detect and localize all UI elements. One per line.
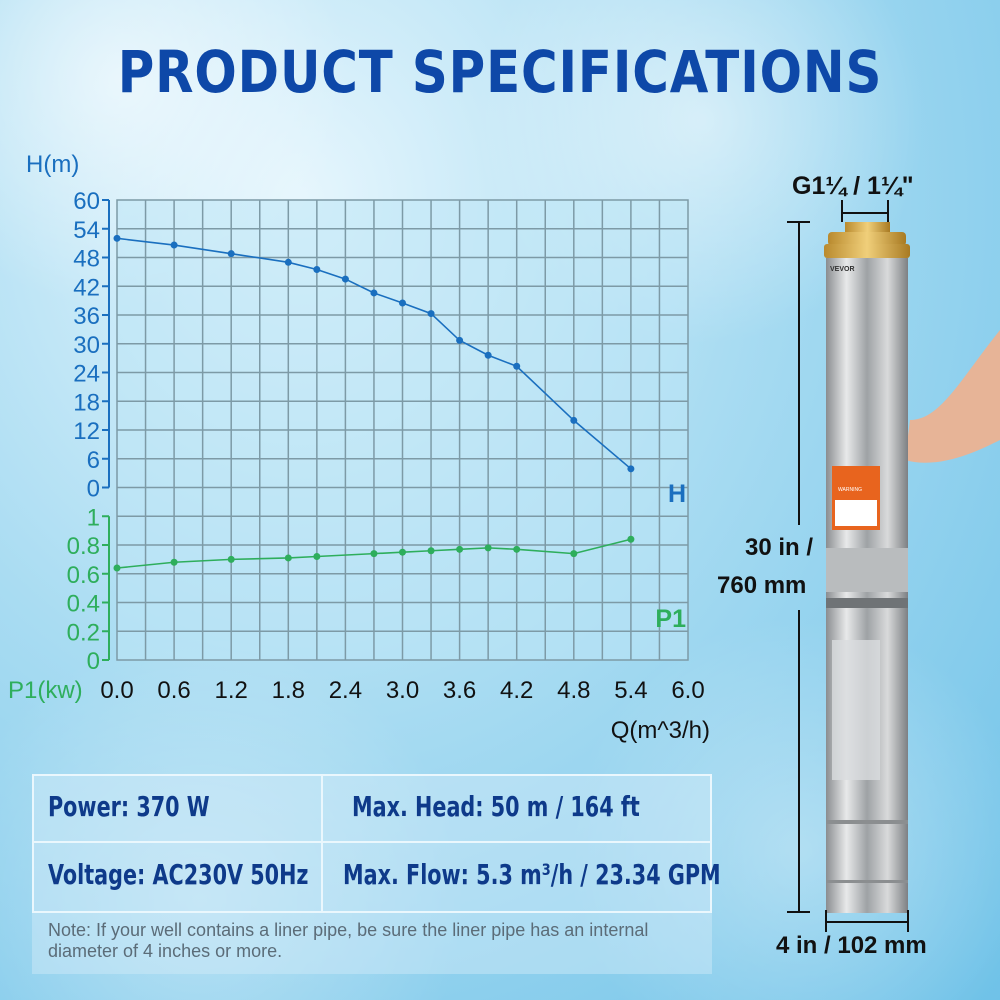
y-tick-label: 0.4 [67,591,100,618]
h-axis-title: H(m) [26,151,79,178]
data-point-H [370,289,378,297]
spec-power: Power: 370 W [48,790,210,823]
series-line-H [116,237,632,470]
data-point-H [341,275,349,283]
length-in-label: 30 in / [745,534,814,561]
length-mm-label: 760 mm [717,572,807,599]
spec-voltage: Voltage: AC230V 50Hz [48,858,309,891]
x-tick-label: 5.4 [614,677,647,704]
data-point-H [313,265,321,273]
spec-max-head: Max. Head: 50 m / 164 ft [352,790,640,823]
y-tick-label: 6 [87,447,100,474]
data-point-H [113,234,121,242]
y-tick-label: 1 [87,504,100,531]
data-point-H [627,465,635,473]
y-tick-label: 0.8 [67,533,100,560]
data-point-H [399,299,406,307]
data-point-P1 [427,547,435,555]
page-title: PRODUCT SPECIFICATIONS [117,38,883,106]
legend-h: H [668,480,686,508]
outlet-size-label: G1¼ / 1¼" [792,172,914,200]
x-tick-label: 0.6 [157,677,190,704]
data-point-P1 [627,535,635,543]
data-point-P1 [513,545,521,553]
data-point-H [284,258,292,266]
y-tick-label: 42 [73,274,100,301]
y-tick-label: 0 [87,648,100,675]
spec-table: Power: 370 W Max. Head: 50 m / 164 ft Vo… [32,774,721,974]
x-tick-label: 1.2 [215,677,248,704]
x-tick-label: 2.4 [329,677,362,704]
x-tick-label: 0.0 [100,677,133,704]
data-point-H [570,416,578,424]
y-tick-label: 0.6 [67,562,100,589]
y-tick-label: 48 [73,246,100,273]
p1-axis-title: P1(kw) [8,677,83,704]
warning-label: WARNING [838,487,862,493]
data-point-H [170,241,178,249]
data-point-H [484,351,492,359]
x-tick-label: 3.0 [386,677,419,704]
data-point-P1 [456,545,464,553]
x-axis-title: Q(m^3/h) [611,717,710,744]
y-tick-label: 12 [73,418,100,445]
y-tick-label: 0.2 [67,619,100,646]
data-point-P1 [227,555,235,563]
diameter-label: 4 in / 102 mm [776,932,927,959]
y-tick-label: 30 [73,332,100,359]
data-point-P1 [313,553,321,560]
data-point-P1 [370,550,378,558]
data-point-H [227,250,235,258]
legend-p1: P1 [655,605,686,633]
data-point-H [456,336,464,344]
x-tick-label: 1.8 [272,677,305,704]
data-point-P1 [399,548,406,556]
data-point-P1 [170,558,178,566]
y-tick-label: 0 [87,476,100,503]
data-point-P1 [113,564,121,572]
x-tick-label: 3.6 [443,677,476,704]
data-point-P1 [484,544,492,552]
data-point-H [427,310,435,318]
y-tick-label: 54 [73,217,100,244]
y-tick-label: 36 [73,303,100,330]
data-point-H [513,362,521,370]
data-point-P1 [284,554,292,562]
x-tick-label: 6.0 [671,677,704,704]
y-tick-label: 24 [73,361,100,388]
y-tick-label: 18 [73,389,100,416]
spec-max-flow: Max. Flow: 5.3 m³/h / 23.34 GPM [343,858,721,891]
data-point-P1 [570,550,578,558]
liner-note: Note: If your well contains a liner pipe… [48,920,649,961]
x-tick-label: 4.2 [500,677,533,704]
brand-label: VEVOR [830,266,855,273]
x-tick-label: 4.8 [557,677,590,704]
y-tick-label: 60 [73,188,100,215]
